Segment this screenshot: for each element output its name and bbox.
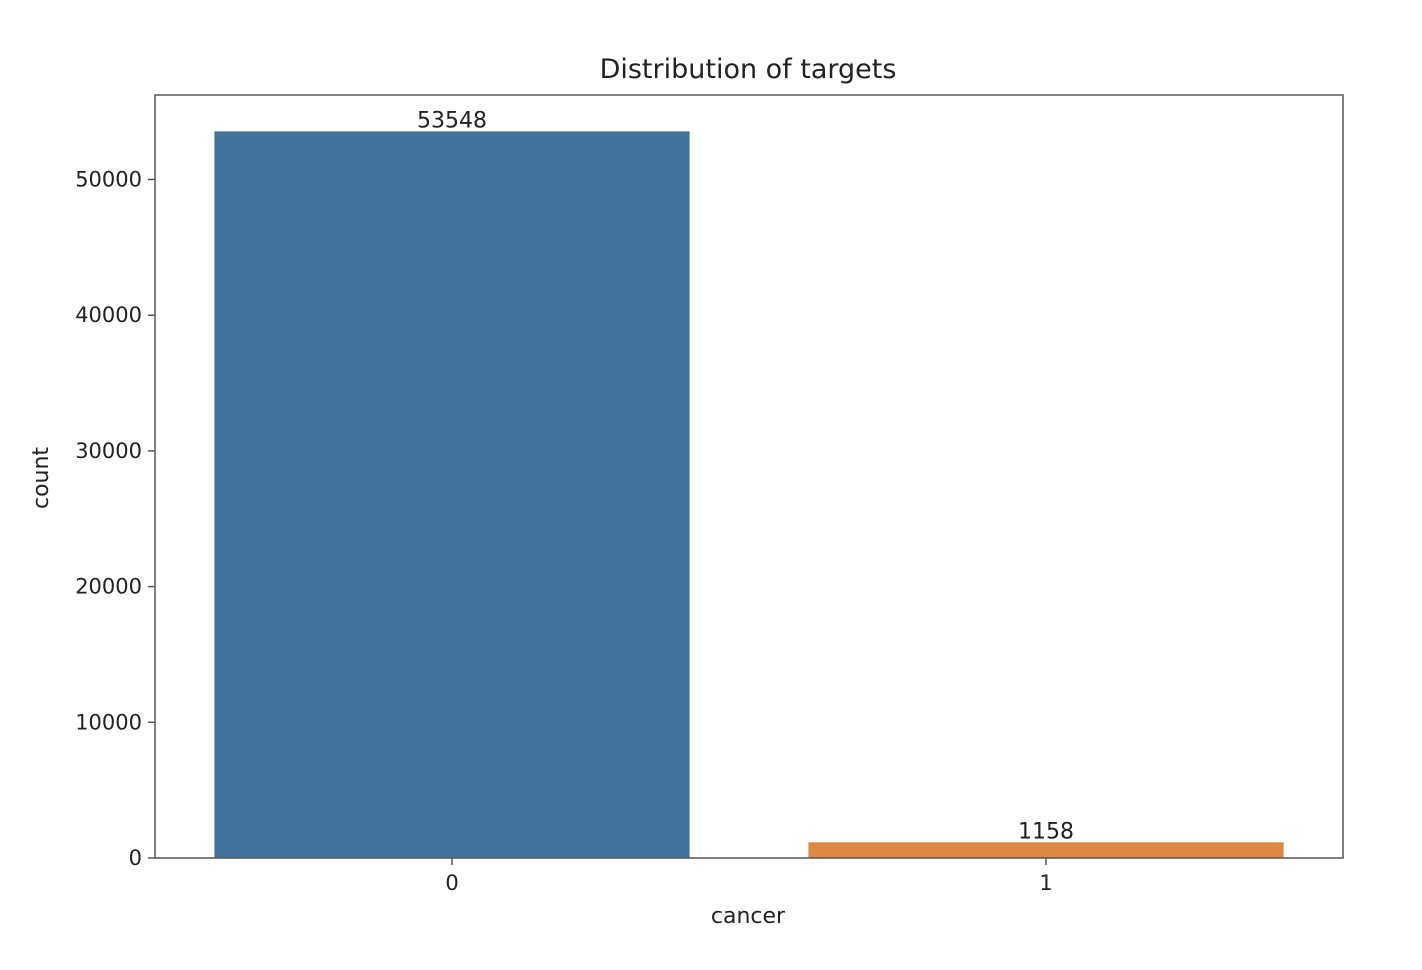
- y-tick-label-10000: 10000: [75, 710, 142, 734]
- plot-frame: [154, 94, 1344, 859]
- y-tick-label-50000: 50000: [75, 167, 142, 191]
- y-tick-label-40000: 40000: [75, 303, 142, 327]
- bar-0: [214, 131, 690, 859]
- y-tick-label-0: 0: [129, 846, 142, 870]
- y-tick-label-30000: 30000: [75, 439, 142, 463]
- y-axis: 0 10000 20000 30000 40000 50000: [75, 167, 155, 870]
- data-label-1: 1158: [1018, 819, 1074, 844]
- x-axis-label: cancer: [711, 904, 786, 929]
- bar-1: [808, 842, 1284, 858]
- data-label-0: 53548: [417, 108, 487, 133]
- chart-title: Distribution of targets: [600, 54, 897, 85]
- y-tick-label-20000: 20000: [75, 575, 142, 599]
- x-tick-label-0: 0: [445, 871, 458, 895]
- x-tick-label-1: 1: [1039, 871, 1052, 895]
- data-labels: 53548 1158: [417, 108, 1074, 844]
- y-axis-label: count: [29, 447, 54, 509]
- bars: [214, 131, 1284, 859]
